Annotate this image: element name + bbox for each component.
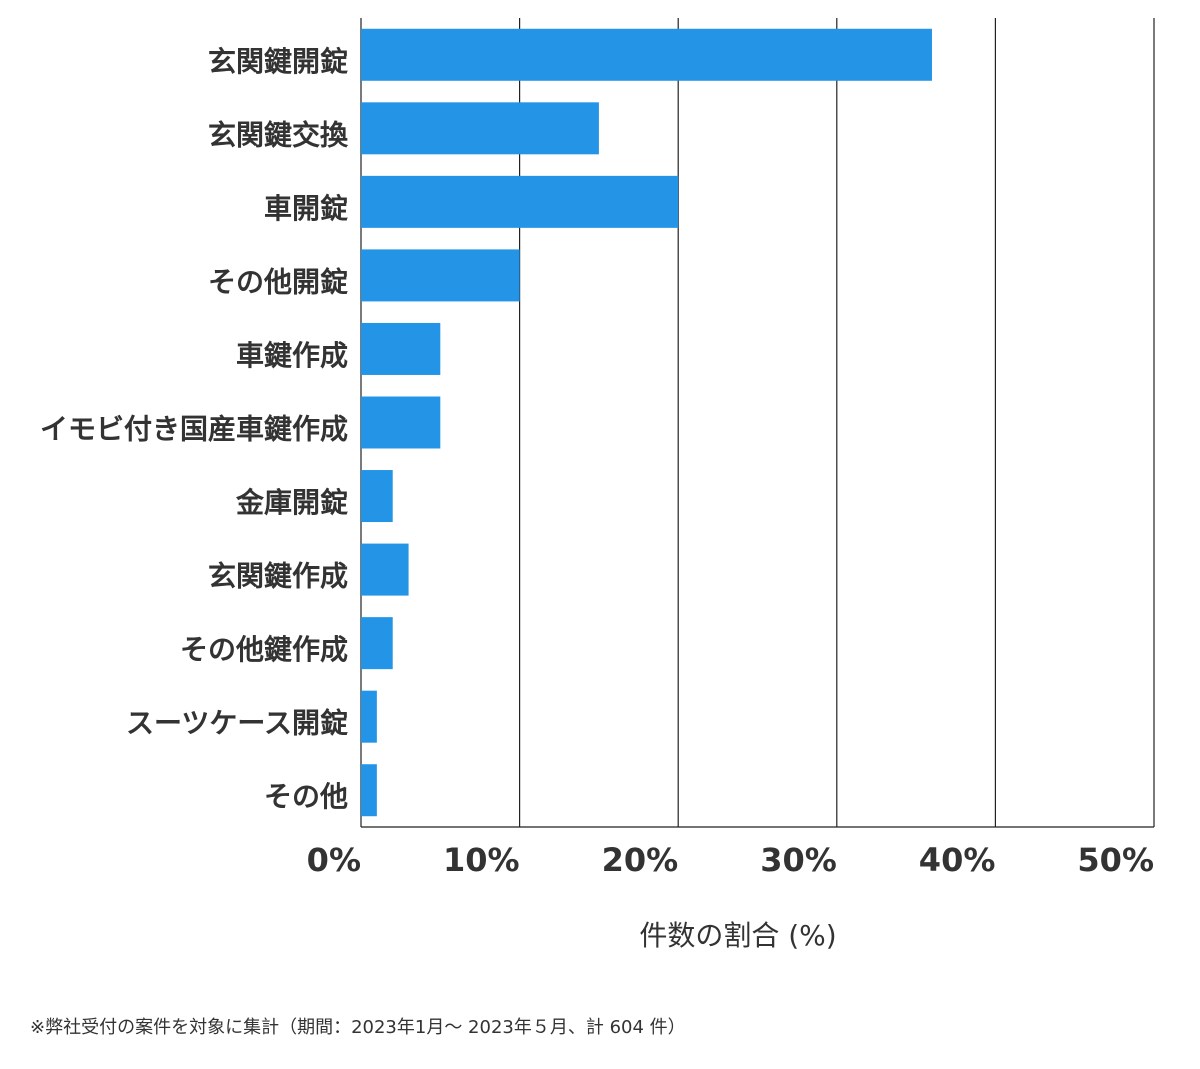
x-tick-label: 20% [602, 841, 679, 879]
y-tick-label: 玄関鍵作成 [208, 560, 348, 593]
bar [361, 102, 599, 155]
bar [361, 543, 409, 596]
bar [361, 470, 393, 523]
y-tick-label: 玄関鍵交換 [208, 118, 349, 151]
bar [361, 28, 932, 81]
bar [361, 617, 393, 670]
bar [361, 322, 441, 375]
y-tick-label: イモビ付き国産車鍵作成 [40, 413, 348, 446]
x-tick-label: 40% [919, 841, 996, 879]
x-tick-label: 10% [443, 841, 520, 879]
y-tick-label: 車開錠 [264, 192, 348, 225]
bar [361, 764, 377, 817]
y-tick-label: その他鍵作成 [180, 633, 348, 666]
y-tick-label: 金庫開錠 [235, 486, 348, 519]
y-tick-label: 車鍵作成 [236, 339, 348, 372]
bar [361, 690, 377, 743]
y-tick-label: その他 [264, 780, 348, 813]
y-tick-label: 玄関鍵開錠 [208, 45, 348, 78]
bar [361, 396, 441, 449]
bar [361, 249, 520, 302]
x-axis-label: 件数の割合 (%) [639, 919, 836, 952]
x-tick-label: 50% [1077, 841, 1154, 879]
x-tick-label: 0% [307, 841, 361, 879]
x-tick-label: 30% [760, 841, 837, 879]
y-tick-label: スーツケース開錠 [126, 707, 348, 740]
y-tick-label: その他開錠 [208, 265, 348, 298]
footnote: ※弊社受付の案件を対象に集計（期間：2023年1月～ 2023年５月、計 604… [30, 1017, 686, 1038]
bar [361, 175, 679, 228]
